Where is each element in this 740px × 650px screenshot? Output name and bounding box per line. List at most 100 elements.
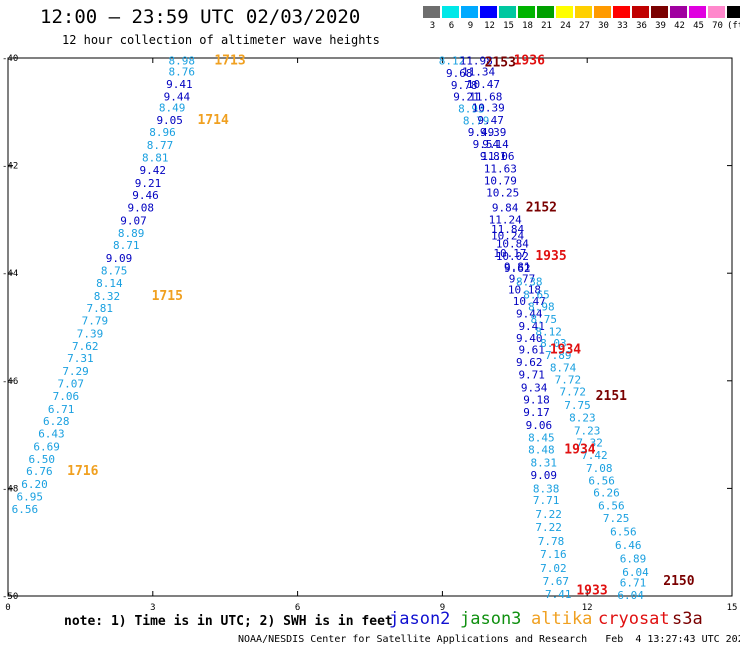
swh-value: 9.62 [504,262,531,275]
x-tick-label: 12 [582,603,593,613]
swh-value: 7.25 [603,512,630,525]
colorbar-swatch [479,5,498,19]
swh-value: 8.45 [528,431,555,444]
colorbar-swatch [688,5,707,19]
x-tick-label: 3 [150,603,155,613]
colorbar-label: 30 [598,21,609,31]
swh-value: 6.95 [16,490,43,503]
colorbar-swatch [498,5,517,19]
swh-value: 9.77 [509,273,536,286]
colorbar-label: 15 [503,21,514,31]
swh-value: 10.79 [484,175,517,188]
swh-value: 11.68 [469,91,502,104]
swh-value: 7.71 [533,494,560,507]
swh-value: 8.77 [147,139,174,152]
swh-value: 7.02 [540,562,567,575]
swh-value: 8.89 [118,227,145,240]
swh-value: 7.78 [538,535,565,548]
swh-value: 8.76 [169,65,196,78]
colorbar-swatch [517,5,536,19]
swh-value: 11.24 [489,213,522,226]
swh-value: 8.12 [535,325,562,338]
swh-value: 8.49 [159,101,186,114]
swh-value: 9.18 [523,394,550,407]
swh-value: 11.84 [491,223,524,236]
swh-value: 9.62 [516,356,543,369]
footer-credit: NOAA/NESDIS Center for Satellite Applica… [238,634,740,645]
swh-value: 6.04 [617,589,644,602]
swh-value: 7.67 [543,575,570,588]
swh-value: 9.39 [480,126,507,139]
pass-time-label: 2150 [663,574,694,589]
swh-value: 9.44 [164,91,191,104]
colorbar-label: 33 [617,21,628,31]
colorbar-swatch [422,5,441,19]
colorbar-swatch [707,5,726,19]
legend-jason2: jason2 [389,609,451,629]
swh-value: 6.76 [26,465,53,478]
colorbar [422,5,740,21]
swh-value: 9.41 [166,78,193,91]
swh-value: 8.93 [458,103,485,116]
swh-value: 6.89 [620,552,647,565]
swh-value: 7.32 [576,437,603,450]
swh-value: 9.40 [516,332,543,345]
swh-value: 9.71 [518,368,545,381]
swh-value: 6.04 [622,566,649,579]
swh-value: 9.84 [492,202,519,215]
page-title: 12:00 – 23:59 UTC 02/03/2020 [40,6,361,28]
swh-value: 9.09 [106,252,133,265]
swh-value: 7.23 [574,424,601,437]
y-tick-label: -46 [2,377,18,387]
colorbar-label: 70 [712,21,723,31]
swh-value: 8.79 [463,114,490,127]
legend-jason3: jason3 [460,609,522,629]
swh-value: 8.65 [523,289,550,302]
y-tick-label: -44 [2,269,18,279]
colorbar-swatch [650,5,669,19]
swh-value: 9.42 [140,164,167,177]
swh-value: 9.07 [120,214,147,227]
swh-value: 9.68 [446,67,473,80]
colorbar-label: 3 [429,21,436,31]
pass-time-label: 1936 [514,54,545,69]
swh-value: 9.44 [516,308,543,321]
swh-value: 6.46 [615,539,642,552]
swh-value: 10.17 [493,247,526,260]
colorbar-label: (ft) [727,21,740,31]
swh-value: 9.21 [453,91,480,104]
colorbar-swatch [612,5,631,19]
colorbar-label: 39 [655,21,666,31]
pass-time-label: 2152 [526,201,557,216]
swh-value: 10.18 [508,283,541,296]
swh-value: 6.71 [620,577,647,590]
y-tick-label: -40 [2,54,18,64]
x-tick-label: 0 [5,603,10,613]
swh-value: 9.08 [127,202,154,215]
chart-points: 8.988.769.419.448.499.058.968.778.819.42… [12,54,695,602]
swh-value: 7.81 [86,302,113,315]
pass-time-label: 1716 [67,464,98,479]
swh-value: 8.03 [540,337,567,350]
pass-time-label: 1935 [535,249,566,264]
x-tick-label: 9 [440,603,445,613]
swh-value: 6.56 [598,500,625,513]
plot-frame [7,57,733,597]
pass-time-label: 1714 [197,113,228,128]
swh-value: 8.81 [142,152,169,165]
swh-value: 6.50 [29,453,56,466]
swh-value: 10.02 [496,250,529,263]
colorbar-swatch [555,5,574,19]
swh-value: 8.75 [101,265,128,278]
swh-value: 7.16 [540,548,567,561]
colorbar-swatch [574,5,593,19]
colorbar-label: 24 [560,21,571,31]
swh-value: 8.75 [531,313,558,326]
swh-value: 8.71 [113,239,140,252]
swh-value: 10.25 [486,187,519,200]
swh-value: 11.34 [462,65,495,78]
y-tick-label: -48 [2,484,18,494]
swh-value: 7.42 [581,449,608,462]
swh-value: 9.47 [477,114,504,127]
colorbar-label: 42 [674,21,685,31]
